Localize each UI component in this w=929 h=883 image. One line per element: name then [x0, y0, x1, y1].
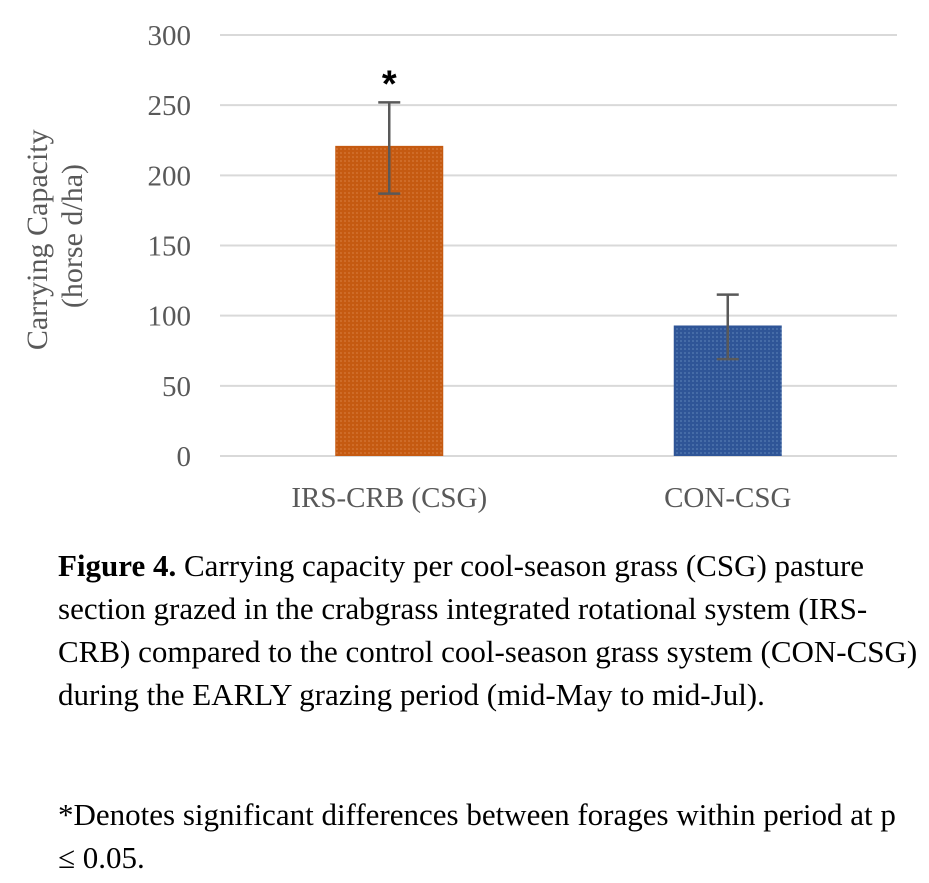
error-bar	[378, 101, 401, 195]
significance-mark: *	[382, 63, 397, 105]
significance-note: *Denotes significant differences between…	[58, 797, 896, 875]
x-axis-ticks: IRS-CRB (CSG) CON-CSG	[291, 482, 791, 514]
figure-caption-text: Carrying capacity per cool-season grass …	[58, 548, 918, 712]
x-tick-label: IRS-CRB (CSG)	[291, 482, 487, 514]
y-axis-title: Carrying Capacity (horse d/ha)	[21, 122, 89, 350]
annotations: *	[382, 63, 397, 105]
bars	[335, 145, 782, 456]
gridlines	[220, 34, 897, 457]
y-axis-title-line-1: Carrying Capacity	[21, 129, 54, 350]
figure-caption: Figure 4. Carrying capacity per cool-sea…	[58, 544, 918, 716]
y-tick-label: 300	[148, 20, 192, 52]
y-tick-label: 150	[148, 231, 192, 263]
y-tick-label: 50	[162, 371, 191, 403]
error-bars	[378, 101, 739, 361]
x-tick-label: CON-CSG	[664, 482, 791, 514]
y-tick-label: 0	[177, 441, 192, 473]
bar	[335, 145, 444, 456]
y-tick-label: 100	[148, 301, 192, 333]
y-axis-title-line-2: (horse d/ha)	[56, 164, 89, 308]
figure-label: Figure 4.	[58, 548, 177, 583]
y-axis-ticks: 0 50 100 150 200 250 300	[148, 20, 192, 473]
y-tick-label: 200	[148, 160, 192, 192]
error-bar	[716, 293, 739, 361]
y-tick-label: 250	[148, 90, 192, 122]
